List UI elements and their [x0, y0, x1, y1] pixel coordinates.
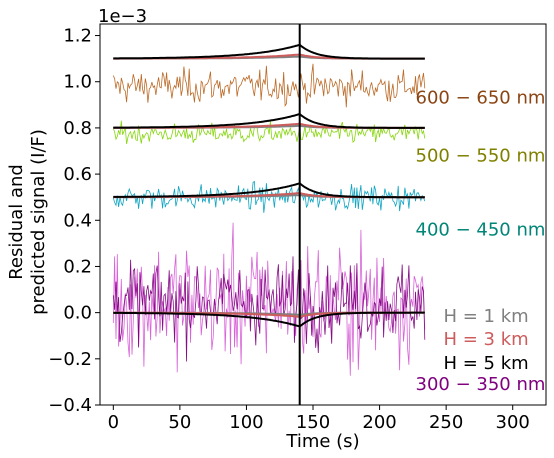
y-tick-label: −0.4	[48, 395, 92, 416]
legend-entry: H = 1 km	[443, 306, 528, 327]
model-layer	[113, 43, 425, 328]
y-tick-label: 0.2	[63, 256, 92, 277]
y-tick-label: 0.6	[63, 164, 92, 185]
residual-trace-0-0	[112, 63, 426, 108]
noise-layer	[112, 63, 426, 376]
band-labels: 600 − 650 nm 500 − 550 nm 400 − 450 nm 300 …	[416, 88, 546, 395]
residual-trace-3-0	[112, 222, 426, 376]
y-tick-label: 0.4	[63, 210, 92, 231]
tick-layer: 0 50 100 150 200 250 300 −0.4 −0.2 0.0 0.2 0.4 0.6 0.…	[48, 26, 530, 433]
x-axis-label: Time (s)	[285, 431, 359, 452]
x-tick-label: 100	[229, 412, 263, 433]
x-tick-label: 200	[362, 412, 396, 433]
x-tick-label: 250	[429, 412, 463, 433]
residual-trace-1-0	[112, 120, 426, 145]
y-tick-label: 1.0	[63, 72, 92, 93]
plot-frame	[99, 23, 547, 406]
band-label: 600 − 650 nm	[416, 88, 546, 109]
model-curve-1-2	[113, 113, 425, 129]
x-tick-label: 300	[496, 412, 530, 433]
legend-entry: H = 3 km	[443, 329, 528, 350]
y-tick-label: −0.2	[48, 349, 92, 370]
residual-trace-2-0	[112, 180, 426, 213]
x-tick-label: 50	[168, 412, 191, 433]
model-curve-0-2	[113, 43, 425, 60]
model-curve-3-2	[113, 311, 425, 328]
y-tick-label: 0.0	[63, 303, 92, 324]
y-tick-label: 1.2	[63, 26, 92, 47]
x-tick-label: 0	[108, 412, 119, 433]
residual-trace-3-1	[112, 256, 426, 362]
model-curve-2-2	[113, 182, 425, 199]
y-tick-label: 0.8	[63, 118, 92, 139]
x-tick-label: 150	[296, 412, 330, 433]
band-label: 300 − 350 nm	[416, 374, 546, 395]
legend-entry: H = 5 km	[443, 353, 528, 374]
axes-box	[99, 23, 547, 406]
band-label: 400 − 450 nm	[416, 219, 546, 240]
band-label: 500 − 550 nm	[416, 145, 546, 166]
y-axis-label-line2: predicted signal (I/F)	[28, 129, 49, 315]
legend: H = 1 kmH = 3 km H = 5 km	[443, 306, 528, 374]
y-axis-label-line1: Residual and	[6, 164, 27, 280]
y-offset-label: 1e−3	[98, 6, 147, 27]
